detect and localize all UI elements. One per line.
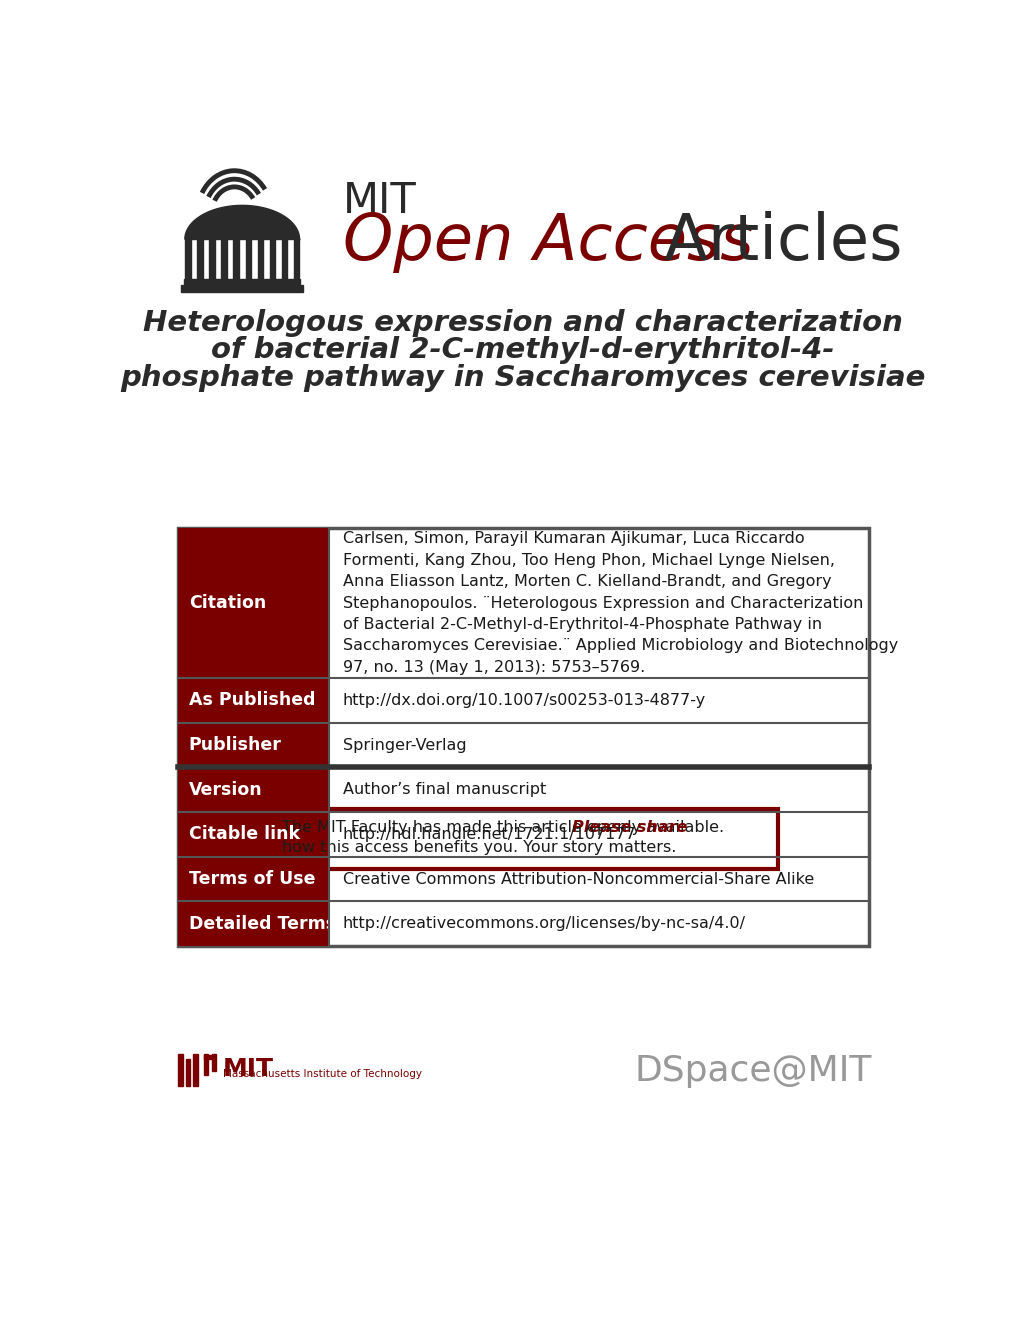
Text: Stephanopoulos. ¨Heterologous Expression and Characterization: Stephanopoulos. ¨Heterologous Expression… [342,595,862,611]
Polygon shape [184,206,300,239]
Text: Author’s final manuscript: Author’s final manuscript [342,783,545,797]
Text: Please share: Please share [572,820,687,834]
Text: Saccharomyces Cerevisiae.¨ Applied Microbiology and Biotechnology: Saccharomyces Cerevisiae.¨ Applied Micro… [342,639,898,653]
Text: http://creativecommons.org/licenses/by-nc-sa/4.0/: http://creativecommons.org/licenses/by-n… [342,916,745,932]
Bar [185,239,191,280]
Bar [177,528,329,678]
Text: of bacterial 2-C-methyl-d-erythritol-4-: of bacterial 2-C-methyl-d-erythritol-4- [211,337,834,364]
Text: Articles: Articles [643,211,901,273]
Bar [204,1055,215,1059]
Bar [293,239,299,280]
Text: Citable link: Citable link [189,825,300,843]
Text: The MIT Faculty has made this article openly available.: The MIT Faculty has made this article op… [281,820,729,834]
Text: of Bacterial 2-C-Methyl-d-Erythritol-4-Phosphate Pathway in: of Bacterial 2-C-Methyl-d-Erythritol-4-P… [342,616,821,632]
Text: http://hdl.handle.net/1721.1/107177: http://hdl.handle.net/1721.1/107177 [342,826,636,842]
Bar [177,1053,182,1086]
Text: Citation: Citation [189,594,266,612]
Text: Heterologous expression and characterization: Heterologous expression and characteriza… [143,309,902,337]
Text: Creative Commons Attribution-Noncommercial-Share Alike: Creative Commons Attribution-Noncommerci… [342,871,813,887]
Bar [177,723,329,767]
Bar [185,1059,191,1086]
Bar [180,285,303,292]
Bar [233,239,238,280]
Bar [177,857,329,902]
Bar [271,809,777,869]
Bar [258,239,263,280]
Bar [281,239,286,280]
Text: MIT: MIT [222,1057,273,1081]
Bar [183,280,300,284]
Text: Detailed Terms: Detailed Terms [189,915,335,933]
Bar [177,678,329,723]
Text: http://dx.doi.org/10.1007/s00253-013-4877-y: http://dx.doi.org/10.1007/s00253-013-487… [342,693,705,708]
Text: Massachusetts Institute of Technology: Massachusetts Institute of Technology [222,1069,422,1078]
Bar [221,239,226,280]
Bar [177,528,868,946]
Text: Version: Version [189,781,262,799]
Bar [194,1053,198,1086]
Text: phosphate pathway in Saccharomyces cerevisiae: phosphate pathway in Saccharomyces cerev… [120,364,924,392]
Bar [177,812,329,857]
Bar [197,239,203,280]
Text: 97, no. 13 (May 1, 2013): 5753–5769.: 97, no. 13 (May 1, 2013): 5753–5769. [342,660,645,675]
Text: MIT: MIT [342,180,417,222]
Text: Springer-Verlag: Springer-Verlag [342,738,466,752]
Bar [204,1053,208,1076]
Bar [209,239,215,280]
Bar [177,902,329,946]
Text: Publisher: Publisher [189,737,281,754]
Bar [177,767,329,812]
Text: Terms of Use: Terms of Use [189,870,315,888]
Text: As Published: As Published [189,692,315,709]
Text: Carlsen, Simon, Parayil Kumaran Ajikumar, Luca Riccardo: Carlsen, Simon, Parayil Kumaran Ajikumar… [342,531,804,546]
Text: DSpace@MIT: DSpace@MIT [634,1053,870,1088]
Bar [212,1053,216,1071]
Text: Formenti, Kang Zhou, Too Heng Phon, Michael Lynge Nielsen,: Formenti, Kang Zhou, Too Heng Phon, Mich… [342,553,835,568]
Text: how this access benefits you. Your story matters.: how this access benefits you. Your story… [281,840,676,855]
Text: Anna Eliasson Lantz, Morten C. Kielland-Brandt, and Gregory: Anna Eliasson Lantz, Morten C. Kielland-… [342,574,830,589]
Bar [269,239,275,280]
Bar [246,239,251,280]
Text: Open Access: Open Access [342,211,753,273]
